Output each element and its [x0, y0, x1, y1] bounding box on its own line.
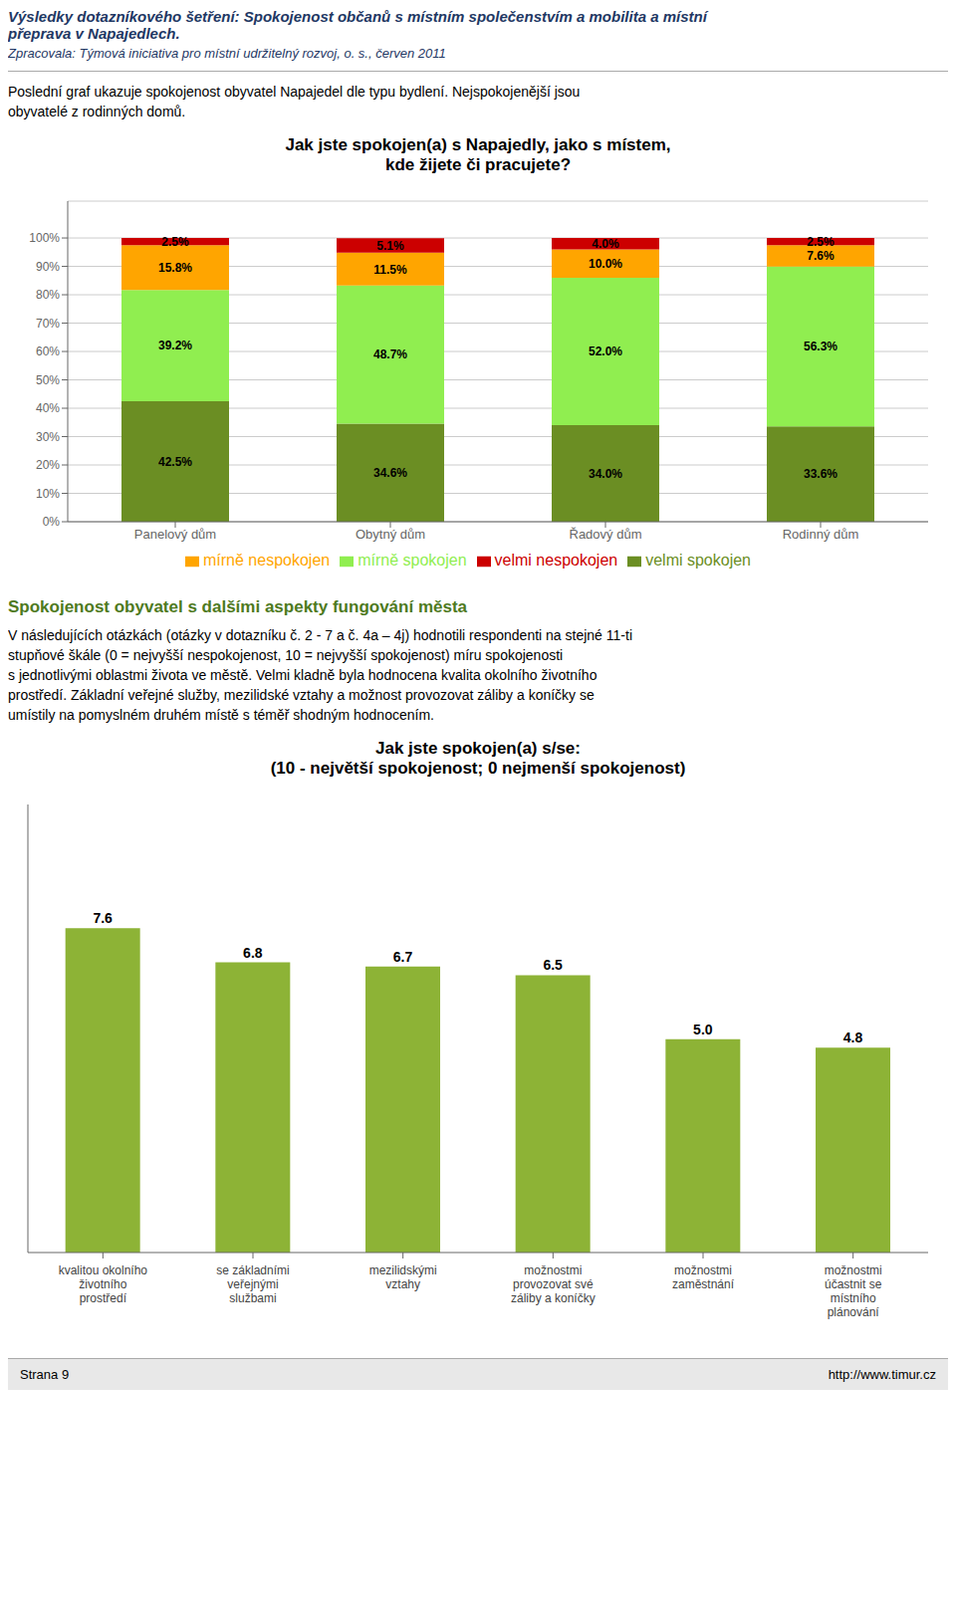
html-text:umístily na pomyslném druhém m: umístily na pomyslném druhém místě s tém… [7, 707, 435, 723]
svg-text:mezilidskýmivztahy: mezilidskýmivztahy [369, 1263, 438, 1292]
svg-text:7.6%: 7.6% [806, 248, 835, 263]
svg-text:42.5%: 42.5% [158, 455, 193, 470]
svg-text:Obytný dům: Obytný dům [355, 526, 426, 542]
svg-text:90%: 90% [35, 259, 60, 274]
svg-text:48.7%: 48.7% [373, 347, 408, 362]
svg-text:možnostmizaměstnání: možnostmizaměstnání [672, 1263, 735, 1292]
html-text:Poslední graf ukazuje spokojen: Poslední graf ukazuje spokojenost obyvat… [7, 83, 580, 100]
html-text:Jak jste spokojen(a) s/se:: Jak jste spokojen(a) s/se: [375, 738, 581, 758]
svg-text:Panelový dům: Panelový dům [134, 526, 217, 542]
svg-text:kvalitou okolníhoživotníhopros: kvalitou okolníhoživotníhoprostředí [58, 1263, 149, 1306]
svg-text:se základnímiveřejnýmislužbami: se základnímiveřejnýmislužbami [216, 1263, 289, 1306]
svg-text:52.0%: 52.0% [588, 344, 623, 359]
svg-text:možnostmiúčastnit semístníhopl: možnostmiúčastnit semístníhoplánování [824, 1263, 883, 1320]
html-text:Výsledky dotazníkového šetření: Výsledky dotazníkového šetření: Spokojen… [7, 7, 707, 25]
svg-text:39.2%: 39.2% [158, 338, 193, 353]
svg-text:30%: 30% [35, 430, 60, 445]
html-text:Jak jste spokojen(a) s Napajed: Jak jste spokojen(a) s Napajedly, jako s… [285, 135, 671, 155]
svg-text:2.5%: 2.5% [806, 235, 835, 249]
svg-text:Řadový dům: Řadový dům [569, 526, 643, 542]
html-text:stupňové škále (0 = nejvyšší n: stupňové škále (0 = nejvyšší nespokojeno… [7, 647, 563, 664]
svg-text:20%: 20% [35, 458, 60, 473]
html-text:(10 - největší spokojenost; 0: (10 - největší spokojenost; 0 nejmenší s… [270, 758, 686, 778]
svg-text:70%: 70% [35, 316, 60, 331]
html-text:kde žijete či pracujete?: kde žijete či pracujete? [385, 155, 571, 175]
html-text:prostředí. Základní veřejné sl: prostředí. Základní veřejné služby, mezi… [7, 687, 595, 704]
svg-text:5.0: 5.0 [693, 1021, 714, 1038]
html-text:velmi nespokojen: velmi nespokojen [494, 551, 618, 569]
html-text:mírně nespokojen: mírně nespokojen [203, 551, 330, 569]
svg-text:2.5%: 2.5% [161, 235, 190, 249]
svg-text:60%: 60% [35, 344, 60, 359]
svg-text:56.3%: 56.3% [803, 339, 838, 354]
svg-text:6.8: 6.8 [242, 945, 263, 961]
svg-text:Rodinný dům: Rodinný dům [782, 526, 860, 542]
svg-text:11.5%: 11.5% [373, 262, 408, 277]
svg-text:5.1%: 5.1% [376, 239, 405, 253]
svg-text:34.6%: 34.6% [373, 466, 408, 480]
svg-text:10.0%: 10.0% [588, 256, 623, 271]
svg-text:34.0%: 34.0% [588, 467, 623, 481]
html-text:Strana 9: Strana 9 [19, 1367, 69, 1383]
html-text:Zpracovala: Týmová iniciativa: Zpracovala: Týmová iniciativa pro místní… [7, 45, 446, 61]
html-text:Spokojenost obyvatel s dalšími: Spokojenost obyvatel s dalšími aspekty f… [7, 597, 468, 617]
html-text:http://www.timur.cz: http://www.timur.cz [828, 1367, 937, 1383]
html-text:s jednotlivými oblastmi života: s jednotlivými oblastmi života ve městě.… [7, 667, 597, 684]
svg-text:15.8%: 15.8% [158, 260, 193, 275]
html-text:velmi spokojen: velmi spokojen [645, 551, 751, 569]
svg-text:6.7: 6.7 [393, 949, 414, 965]
svg-text:10%: 10% [35, 486, 60, 501]
html-text:přeprava v Napajedlech.: přeprava v Napajedlech. [7, 24, 180, 42]
html-text:obyvatelé z rodinných domů.: obyvatelé z rodinných domů. [7, 103, 186, 120]
svg-text:6.5: 6.5 [542, 956, 563, 973]
svg-text:80%: 80% [35, 287, 60, 302]
html-text:V následujících otázkách (otáz: V následujících otázkách (otázky v dotaz… [7, 627, 633, 644]
svg-text:4.8: 4.8 [843, 1029, 864, 1046]
svg-text:0%: 0% [42, 514, 61, 529]
svg-text:4.0%: 4.0% [591, 237, 620, 251]
svg-text:100%: 100% [28, 231, 60, 245]
svg-text:7.6: 7.6 [92, 910, 113, 927]
svg-text:možnostmiprovozovat svézáliby: možnostmiprovozovat svézáliby a koníčky [510, 1263, 596, 1306]
svg-text:33.6%: 33.6% [803, 467, 838, 481]
svg-text:40%: 40% [35, 401, 60, 416]
svg-text:50%: 50% [35, 373, 60, 388]
html-text:mírně spokojen: mírně spokojen [357, 551, 467, 569]
